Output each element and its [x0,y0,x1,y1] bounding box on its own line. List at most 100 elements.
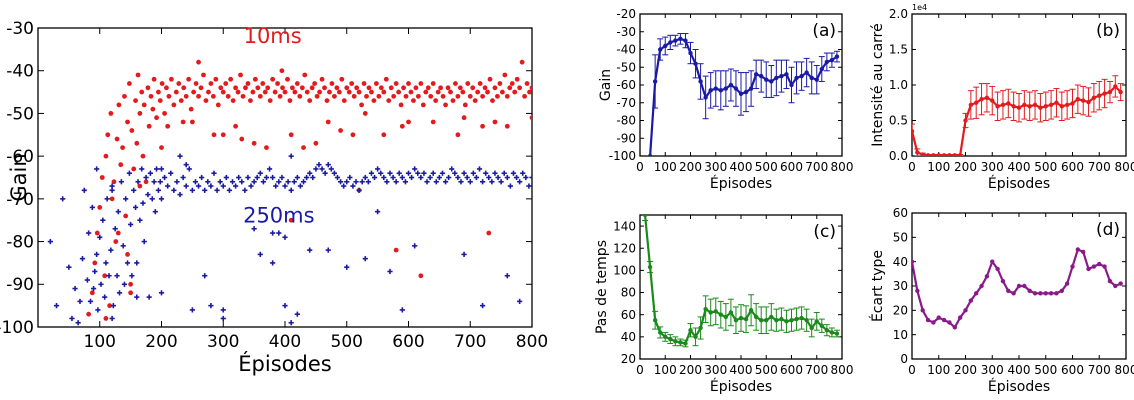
series-point [789,82,794,88]
scatter-point-250ms [86,230,92,236]
scatter-point-10ms [220,132,226,138]
scatter-point-250ms [149,196,155,202]
series-point [1043,291,1048,296]
scatter-point-250ms [285,179,291,185]
scatter-point-10ms [369,89,374,95]
scatter-point-250ms [279,174,285,181]
scatter-point-250ms [135,179,141,185]
scatter-point-10ms [413,85,419,91]
y-tick-label: -40 [6,62,34,82]
scatter-point-250ms [288,320,294,326]
scatter-point-10ms [325,119,331,125]
scatter-point-10ms [257,93,263,99]
scatter-point-10ms [304,89,310,95]
scatter-point-10ms [288,132,294,138]
scatter-point-250ms [75,320,81,326]
series-point [642,215,648,218]
series-point [952,153,957,156]
scatter-point-10ms [288,217,294,223]
scatter-point-250ms [123,196,129,202]
series-point [968,298,974,303]
scatter-point-10ms [125,251,130,257]
scatter-point-10ms [408,89,414,95]
series-point [698,79,703,84]
scatter-point-10ms [450,98,456,104]
scatter-point-10ms [312,81,318,86]
scatter-point-250ms [137,217,143,223]
series-point [693,61,698,66]
scatter-point-250ms [418,174,424,181]
x-tick-label: 100 [84,332,116,352]
series-point [713,309,718,314]
scatter-point-10ms [364,93,369,99]
scatter-point-10ms [393,81,399,86]
y-axis-label: Gain [7,153,31,201]
scatter-point-10ms [245,81,251,86]
x-axis-label: Épisodes [988,175,1050,192]
scatter-point-10ms [267,98,273,104]
scatter-point-10ms [440,93,446,99]
series-point [990,98,995,103]
x-tick-label: 700 [1088,363,1111,377]
scatter-point-10ms [399,123,405,129]
series-point [779,73,784,79]
scatter-point-250ms [442,179,449,185]
scatter-point-250ms [464,174,470,181]
scatter-point-250ms [430,170,436,176]
scatter-point-10ms [406,81,411,86]
series-point [1032,291,1038,296]
scatter-point-250ms [214,187,220,193]
scatter-point-10ms [239,136,245,142]
x-tick-label: 200 [679,363,702,377]
y-tick-label: -30 [616,25,636,39]
series-point [733,86,739,91]
scatter-point-250ms [501,170,507,176]
scatter-point-10ms [105,132,111,138]
scatter-points [47,59,532,326]
scatter-point-250ms [282,183,288,189]
annotation-250ms: 250ms [243,203,314,227]
scatter-point-10ms [280,85,285,91]
x-tick-label: 100 [927,363,950,377]
scatter-point-10ms [457,85,463,91]
scatter-point-250ms [77,298,83,304]
scatter-point-250ms [449,166,455,172]
scatter-point-250ms [270,260,276,266]
scatter-point-10ms [189,119,195,125]
scatter-point-250ms [368,170,375,176]
scatter-point-10ms [188,106,194,112]
scatter-point-10ms [145,85,151,91]
scatter-point-250ms [344,264,350,270]
scatter-point-10ms [362,111,368,116]
scatter-point-250ms [480,179,486,185]
scatter-point-250ms [110,303,116,309]
scatter-point-10ms [265,85,271,91]
scatter-point-250ms [257,170,263,176]
scatter-point-250ms [266,166,273,172]
scatter-point-250ms [47,238,53,245]
series-point [668,336,673,342]
series-point [1022,283,1027,289]
series-point [824,328,830,333]
series-point [936,153,941,156]
scatter-point-250ms [270,230,276,236]
scatter-point-10ms [238,72,243,78]
scatter-point-250ms [217,179,223,185]
series-point [1075,247,1081,252]
scatter-point-10ms [128,290,134,296]
scatter-point-10ms [125,119,130,125]
scatter-point-10ms [480,123,485,129]
scatter-point-10ms [264,145,269,151]
scatter-point-250ms [208,303,214,309]
scatter-point-10ms [164,85,169,91]
y-axis-label: Gain [598,69,614,101]
series-point [925,153,931,156]
scatter-point-250ms [473,174,480,181]
y-tick-label: -70 [616,96,636,110]
scatter-point-10ms [349,81,355,86]
x-tick-label: 600 [780,160,803,174]
scatter-point-250ms [229,179,236,185]
scatter-point-10ms [111,179,117,185]
scatter-point-250ms [313,166,319,172]
series-point [1000,102,1006,108]
